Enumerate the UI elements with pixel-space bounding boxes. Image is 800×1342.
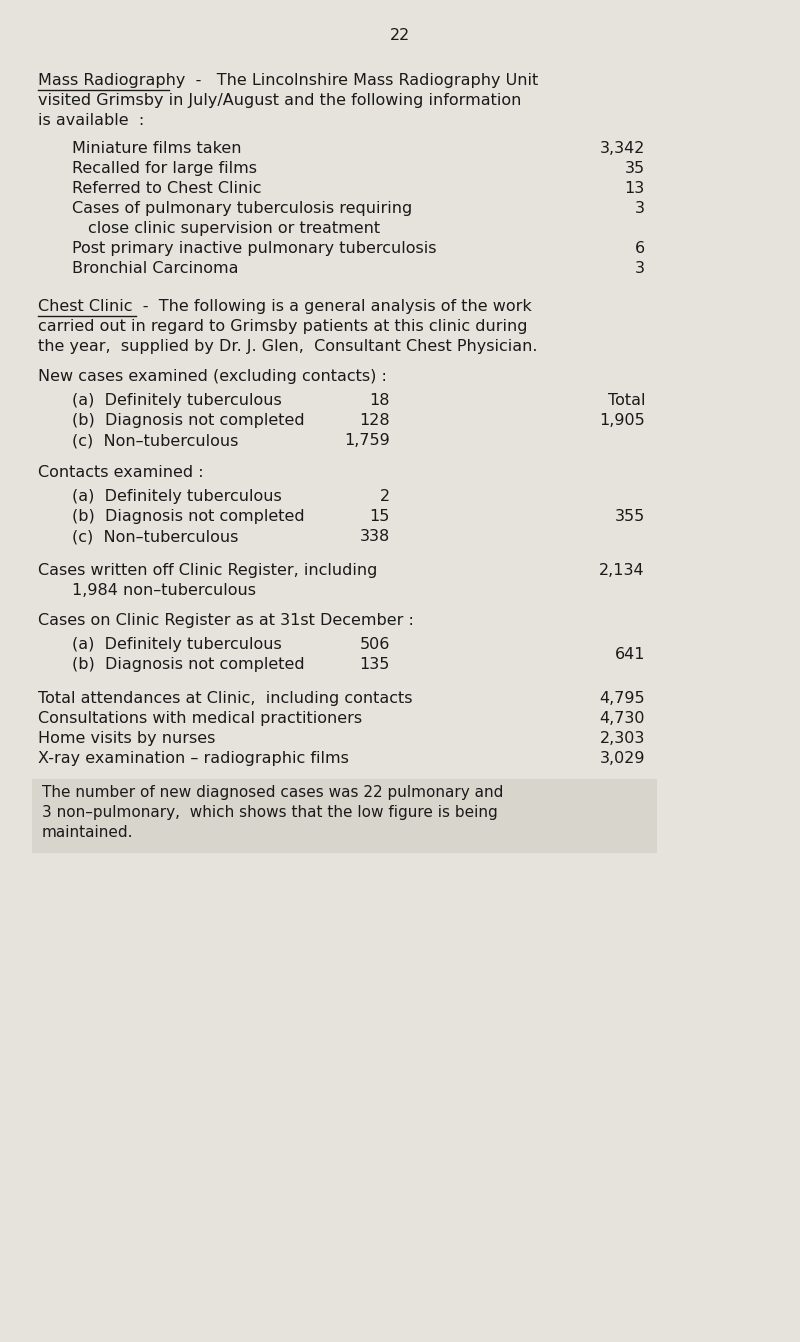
- Text: 18: 18: [370, 393, 390, 408]
- Text: 338: 338: [360, 529, 390, 544]
- Text: the year,  supplied by Dr. J. Glen,  Consultant Chest Physician.: the year, supplied by Dr. J. Glen, Consu…: [38, 340, 538, 354]
- Text: Mass Radiography  -   The Lincolnshire Mass Radiography Unit: Mass Radiography - The Lincolnshire Mass…: [38, 72, 538, 89]
- Text: 6: 6: [635, 242, 645, 256]
- Text: 3 non–pulmonary,  which shows that the low figure is being: 3 non–pulmonary, which shows that the lo…: [42, 805, 498, 820]
- Text: (c)  Non–tuberculous: (c) Non–tuberculous: [72, 529, 238, 544]
- Bar: [32, 778, 657, 854]
- Text: 2: 2: [380, 488, 390, 505]
- Text: Referred to Chest Clinic: Referred to Chest Clinic: [72, 181, 262, 196]
- Text: (b)  Diagnosis not completed: (b) Diagnosis not completed: [72, 413, 305, 428]
- Text: 1,905: 1,905: [599, 413, 645, 428]
- Text: X-ray examination – radiographic films: X-ray examination – radiographic films: [38, 752, 349, 766]
- Text: Chest Clinic  -  The following is a general analysis of the work: Chest Clinic - The following is a genera…: [38, 299, 532, 314]
- Text: 15: 15: [370, 509, 390, 523]
- Text: Home visits by nurses: Home visits by nurses: [38, 731, 215, 746]
- Text: 135: 135: [360, 658, 390, 672]
- Text: Cases of pulmonary tuberculosis requiring: Cases of pulmonary tuberculosis requirin…: [72, 201, 412, 216]
- Text: Post primary inactive pulmonary tuberculosis: Post primary inactive pulmonary tubercul…: [72, 242, 437, 256]
- Text: Bronchial Carcinoma: Bronchial Carcinoma: [72, 260, 238, 276]
- Text: Consultations with medical practitioners: Consultations with medical practitioners: [38, 711, 362, 726]
- Text: 1,759: 1,759: [344, 433, 390, 448]
- Text: Recalled for large films: Recalled for large films: [72, 161, 257, 176]
- Text: maintained.: maintained.: [42, 825, 134, 840]
- Text: 35: 35: [625, 161, 645, 176]
- Text: 4,795: 4,795: [599, 691, 645, 706]
- Text: (a)  Definitely tuberculous: (a) Definitely tuberculous: [72, 488, 282, 505]
- Text: (a)  Definitely tuberculous: (a) Definitely tuberculous: [72, 393, 282, 408]
- Text: New cases examined (excluding contacts) :: New cases examined (excluding contacts) …: [38, 369, 387, 384]
- Text: (c)  Non–tuberculous: (c) Non–tuberculous: [72, 433, 238, 448]
- Text: 2,303: 2,303: [600, 731, 645, 746]
- Text: Miniature films taken: Miniature films taken: [72, 141, 242, 156]
- Text: (a)  Definitely tuberculous: (a) Definitely tuberculous: [72, 637, 282, 652]
- Text: 128: 128: [359, 413, 390, 428]
- Text: is available  :: is available :: [38, 113, 144, 127]
- Text: 3: 3: [635, 260, 645, 276]
- Text: 22: 22: [390, 28, 410, 43]
- Text: Contacts examined :: Contacts examined :: [38, 464, 204, 480]
- Text: 3,029: 3,029: [599, 752, 645, 766]
- Text: The number of new diagnosed cases was 22 pulmonary and: The number of new diagnosed cases was 22…: [42, 785, 503, 800]
- Text: carried out in regard to Grimsby patients at this clinic during: carried out in regard to Grimsby patient…: [38, 319, 527, 334]
- Text: (b)  Diagnosis not completed: (b) Diagnosis not completed: [72, 658, 305, 672]
- Text: Total attendances at Clinic,  including contacts: Total attendances at Clinic, including c…: [38, 691, 413, 706]
- Text: 506: 506: [360, 637, 390, 652]
- Text: 1,984 non–tuberculous: 1,984 non–tuberculous: [72, 582, 256, 599]
- Text: 3: 3: [635, 201, 645, 216]
- Text: Total: Total: [607, 393, 645, 408]
- Text: 641: 641: [614, 647, 645, 662]
- Text: 4,730: 4,730: [599, 711, 645, 726]
- Text: 355: 355: [614, 509, 645, 523]
- Text: 3,342: 3,342: [600, 141, 645, 156]
- Text: visited Grimsby in July/August and the following information: visited Grimsby in July/August and the f…: [38, 93, 522, 107]
- Text: (b)  Diagnosis not completed: (b) Diagnosis not completed: [72, 509, 305, 523]
- Text: Cases on Clinic Register as at 31st December :: Cases on Clinic Register as at 31st Dece…: [38, 613, 414, 628]
- Text: 13: 13: [625, 181, 645, 196]
- Text: close clinic supervision or treatment: close clinic supervision or treatment: [88, 221, 380, 236]
- Text: Cases written off Clinic Register, including: Cases written off Clinic Register, inclu…: [38, 564, 378, 578]
- Text: 2,134: 2,134: [599, 564, 645, 578]
